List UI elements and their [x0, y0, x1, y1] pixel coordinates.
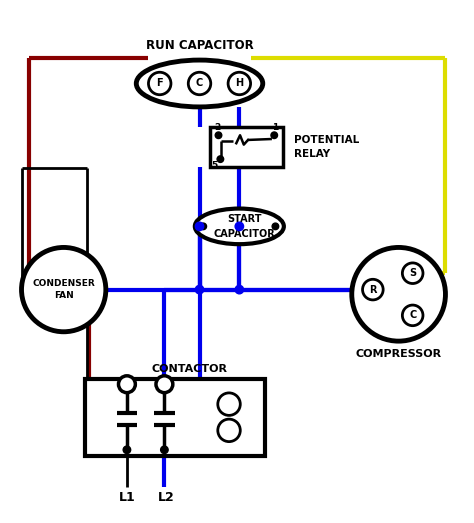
Circle shape [272, 223, 279, 230]
Circle shape [217, 156, 224, 163]
Circle shape [402, 305, 423, 326]
Ellipse shape [195, 209, 284, 244]
Circle shape [200, 223, 207, 230]
Circle shape [271, 132, 277, 139]
Circle shape [363, 279, 383, 300]
Circle shape [402, 263, 423, 283]
Text: 5: 5 [211, 161, 218, 169]
Text: R: R [369, 285, 377, 294]
Text: 1: 1 [272, 122, 278, 131]
Text: 2: 2 [214, 122, 221, 131]
Text: CONTACTOR: CONTACTOR [151, 364, 228, 374]
Bar [210, 127, 283, 167]
Text: CAPACITOR: CAPACITOR [213, 229, 275, 238]
Circle shape [195, 286, 204, 294]
Text: L1: L1 [118, 491, 135, 504]
Circle shape [148, 72, 171, 95]
Circle shape [218, 419, 240, 441]
Circle shape [218, 393, 240, 415]
Text: H: H [235, 78, 244, 88]
Text: POTENTIAL: POTENTIAL [294, 135, 360, 145]
Text: C: C [196, 78, 203, 88]
Circle shape [118, 376, 136, 393]
Text: C: C [409, 310, 416, 321]
Text: RELAY: RELAY [294, 149, 330, 159]
Circle shape [188, 72, 211, 95]
Circle shape [228, 72, 251, 95]
Circle shape [235, 286, 244, 294]
Circle shape [195, 222, 204, 231]
Circle shape [235, 222, 244, 231]
Text: F: F [156, 78, 163, 88]
Circle shape [123, 446, 131, 453]
Text: FAN: FAN [54, 291, 73, 300]
Text: CONDENSER: CONDENSER [32, 279, 95, 288]
Text: START: START [227, 214, 261, 224]
Bar [85, 379, 265, 456]
Ellipse shape [137, 60, 263, 107]
Text: S: S [409, 268, 416, 278]
Circle shape [161, 446, 168, 453]
Text: COMPRESSOR: COMPRESSOR [356, 349, 442, 359]
Circle shape [156, 376, 173, 393]
Circle shape [215, 132, 222, 139]
Circle shape [21, 247, 106, 332]
Circle shape [352, 247, 446, 341]
Text: RUN CAPACITOR: RUN CAPACITOR [146, 39, 254, 52]
Text: L2: L2 [158, 491, 175, 504]
